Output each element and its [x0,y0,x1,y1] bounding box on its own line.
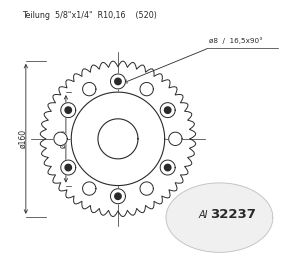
Polygon shape [71,92,165,186]
Text: ø136: ø136 [59,129,68,148]
Polygon shape [164,164,171,171]
Text: ø160: ø160 [19,129,28,148]
Polygon shape [110,74,125,89]
Polygon shape [115,193,121,199]
Polygon shape [160,103,175,117]
Polygon shape [82,182,96,195]
Polygon shape [61,160,76,175]
Polygon shape [160,160,175,175]
Polygon shape [110,189,125,204]
Polygon shape [164,107,171,113]
Text: ø8  /  16,5x90°: ø8 / 16,5x90° [209,37,262,44]
Polygon shape [166,183,273,252]
Polygon shape [98,119,138,159]
Polygon shape [65,107,71,113]
Polygon shape [65,164,71,171]
Text: 32237: 32237 [210,209,256,221]
Polygon shape [54,132,67,146]
Polygon shape [115,78,121,85]
Text: AI: AI [199,210,208,220]
Polygon shape [169,132,182,146]
Polygon shape [40,61,196,217]
Polygon shape [82,83,96,96]
Polygon shape [140,182,153,195]
Polygon shape [61,103,76,117]
Text: Teilung  5/8"x1/4"  R10,16    (520): Teilung 5/8"x1/4" R10,16 (520) [22,11,157,20]
Polygon shape [140,83,153,96]
